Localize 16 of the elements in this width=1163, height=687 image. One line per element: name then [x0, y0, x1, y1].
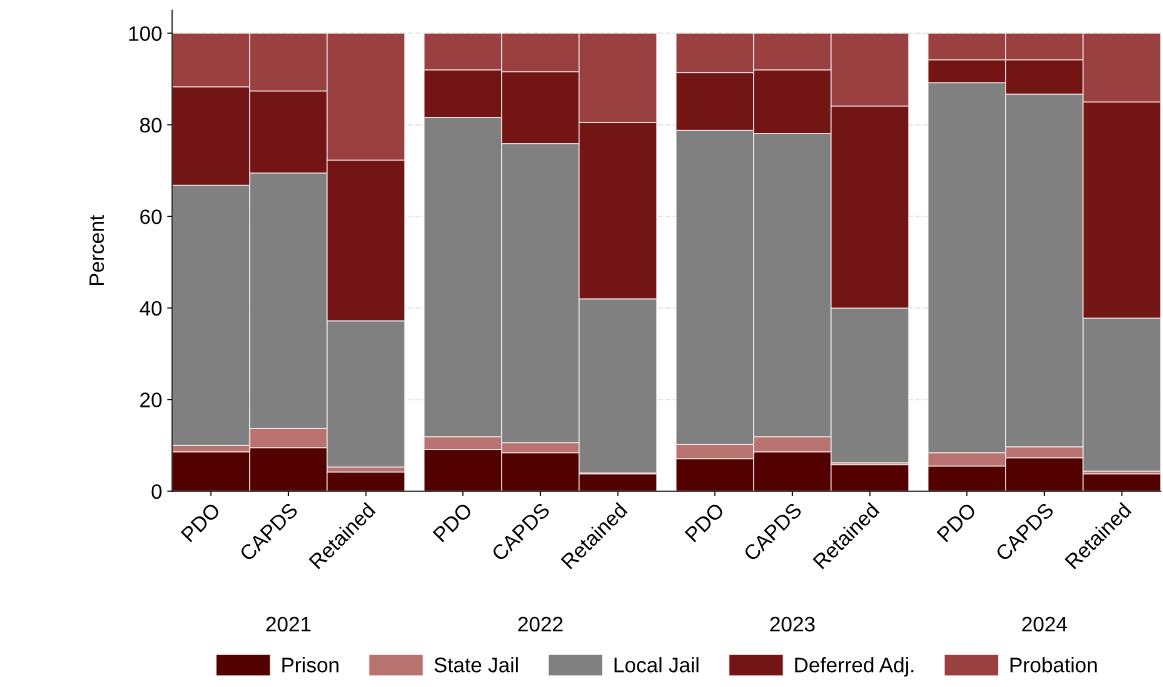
text: 2024: [1022, 616, 1067, 632]
legend-label: Probation: [1010, 657, 1097, 673]
y-axis-title: Percent: [89, 215, 105, 285]
text: 2023: [770, 616, 815, 632]
y-tick-label: 0: [151, 484, 162, 499]
text: 2022: [518, 616, 563, 632]
y-tick-label: 100: [129, 26, 162, 41]
legend-label: Local Jail: [614, 657, 699, 673]
y-tick-label: 60: [140, 209, 162, 225]
y-tick-label: 20: [140, 392, 162, 408]
y-tick-label: 40: [139, 301, 162, 316]
text: 2021: [266, 616, 311, 632]
legend-label: Deferred Adj.: [795, 657, 914, 677]
legend-label: State Jail: [434, 657, 518, 673]
legend-label: Prison: [282, 657, 339, 673]
y-tick-label: 80: [140, 117, 162, 133]
